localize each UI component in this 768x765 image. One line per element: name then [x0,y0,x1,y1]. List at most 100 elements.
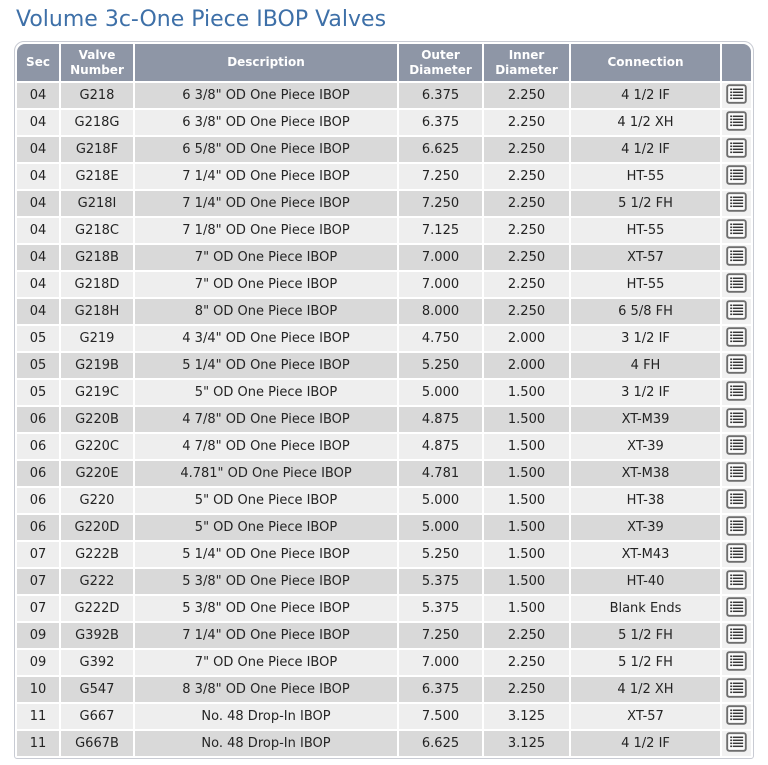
cell-description: 5" OD One Piece IBOP [135,515,397,540]
cell-connection: 6 5/8 FH [571,299,720,324]
cell-inner-diameter: 1.500 [484,461,569,486]
row-details-button[interactable] [725,137,749,159]
cell-connection: 5 1/2 FH [571,650,720,675]
cell-description: 7" OD One Piece IBOP [135,272,397,297]
cell-connection: 4 1/2 IF [571,83,720,108]
cell-valve-number: G219B [61,353,133,378]
row-details-button[interactable] [725,272,749,294]
table-row: 09 G392B 7 1/4" OD One Piece IBOP 7.250 … [17,623,751,648]
row-details-button[interactable] [725,623,749,645]
row-details-button[interactable] [725,110,749,132]
cell-actions [722,650,751,675]
table-row: 04 G218I 7 1/4" OD One Piece IBOP 7.250 … [17,191,751,216]
cell-sec: 06 [17,434,59,459]
details-list-icon [726,354,747,374]
table-row: 07 G222D 5 3/8" OD One Piece IBOP 5.375 … [17,596,751,621]
cell-valve-number: G218C [61,218,133,243]
row-details-button[interactable] [725,83,749,105]
cell-valve-number: G222D [61,596,133,621]
cell-sec: 04 [17,299,59,324]
cell-sec: 07 [17,542,59,567]
row-details-button[interactable] [725,461,749,483]
cell-description: 5 3/8" OD One Piece IBOP [135,596,397,621]
cell-outer-diameter: 7.500 [399,704,482,729]
cell-inner-diameter: 1.500 [484,515,569,540]
table-row: 06 G220B 4 7/8" OD One Piece IBOP 4.875 … [17,407,751,432]
row-details-button[interactable] [725,380,749,402]
cell-actions [722,407,751,432]
cell-outer-diameter: 7.250 [399,623,482,648]
row-details-button[interactable] [725,353,749,375]
cell-actions [722,191,751,216]
row-details-button[interactable] [725,164,749,186]
row-details-button[interactable] [725,299,749,321]
cell-sec: 06 [17,407,59,432]
details-list-icon [726,408,747,428]
row-details-button[interactable] [725,731,749,753]
row-details-button[interactable] [725,677,749,699]
row-details-button[interactable] [725,569,749,591]
details-list-icon [726,462,747,482]
row-details-button[interactable] [725,218,749,240]
cell-inner-diameter: 1.500 [484,542,569,567]
cell-description: 7" OD One Piece IBOP [135,245,397,270]
row-details-button[interactable] [725,191,749,213]
table-row: 11 G667 No. 48 Drop-In IBOP 7.500 3.125 … [17,704,751,729]
cell-inner-diameter: 2.250 [484,650,569,675]
cell-description: 4 3/4" OD One Piece IBOP [135,326,397,351]
cell-actions [722,434,751,459]
row-details-button[interactable] [725,650,749,672]
cell-sec: 04 [17,83,59,108]
cell-sec: 04 [17,164,59,189]
cell-actions [722,569,751,594]
cell-outer-diameter: 8.000 [399,299,482,324]
cell-actions [722,542,751,567]
cell-description: 7 1/4" OD One Piece IBOP [135,623,397,648]
cell-connection: HT-38 [571,488,720,513]
cell-actions [722,461,751,486]
cell-inner-diameter: 1.500 [484,569,569,594]
details-list-icon [726,381,747,401]
cell-inner-diameter: 2.000 [484,353,569,378]
cell-outer-diameter: 4.875 [399,407,482,432]
row-details-button[interactable] [725,326,749,348]
cell-description: 6 5/8" OD One Piece IBOP [135,137,397,162]
row-details-button[interactable] [725,596,749,618]
cell-inner-diameter: 2.000 [484,326,569,351]
cell-connection: 5 1/2 FH [571,191,720,216]
cell-connection: 3 1/2 IF [571,380,720,405]
cell-description: No. 48 Drop-In IBOP [135,731,397,756]
row-details-button[interactable] [725,542,749,564]
cell-connection: Blank Ends [571,596,720,621]
cell-connection: HT-55 [571,218,720,243]
details-list-icon [726,165,747,185]
cell-sec: 04 [17,137,59,162]
table-row: 11 G667B No. 48 Drop-In IBOP 6.625 3.125… [17,731,751,756]
cell-description: 4 7/8" OD One Piece IBOP [135,407,397,432]
cell-connection: HT-40 [571,569,720,594]
row-details-button[interactable] [725,245,749,267]
details-list-icon [726,732,747,752]
row-details-button[interactable] [725,434,749,456]
column-header-description: Description [135,44,397,81]
cell-outer-diameter: 5.375 [399,596,482,621]
cell-sec: 04 [17,218,59,243]
column-header-sec: Sec [17,44,59,81]
cell-connection: XT-39 [571,515,720,540]
cell-actions [722,326,751,351]
cell-description: 4 7/8" OD One Piece IBOP [135,434,397,459]
table-row: 05 G219 4 3/4" OD One Piece IBOP 4.750 2… [17,326,751,351]
table-row: 04 G218D 7" OD One Piece IBOP 7.000 2.25… [17,272,751,297]
row-details-button[interactable] [725,488,749,510]
cell-sec: 04 [17,191,59,216]
cell-valve-number: G218I [61,191,133,216]
cell-connection: 4 1/2 IF [571,137,720,162]
row-details-button[interactable] [725,515,749,537]
table-row: 05 G219B 5 1/4" OD One Piece IBOP 5.250 … [17,353,751,378]
cell-inner-diameter: 1.500 [484,596,569,621]
table-row: 04 G218H 8" OD One Piece IBOP 8.000 2.25… [17,299,751,324]
cell-description: 7 1/4" OD One Piece IBOP [135,191,397,216]
row-details-button[interactable] [725,704,749,726]
row-details-button[interactable] [725,407,749,429]
cell-sec: 04 [17,245,59,270]
